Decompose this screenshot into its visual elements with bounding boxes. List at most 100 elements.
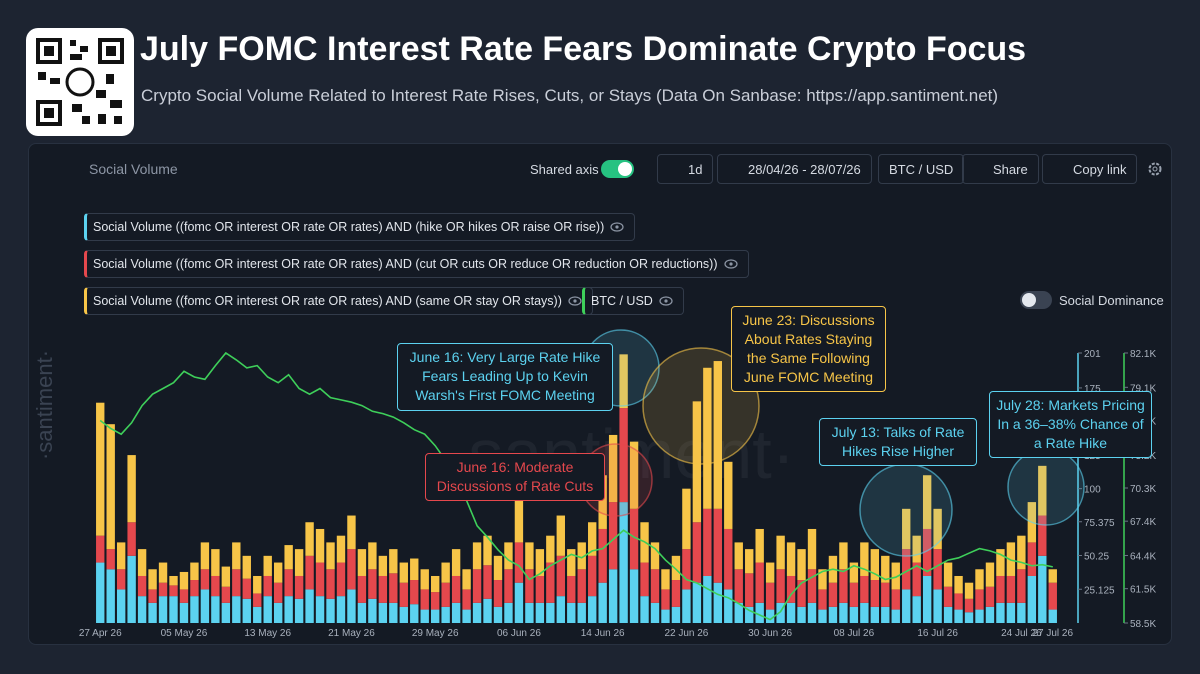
bar-segment: [891, 609, 900, 623]
bar-segment: [556, 555, 565, 597]
bar-segment: [546, 535, 555, 563]
bar-segment: [598, 582, 607, 623]
bar-segment: [577, 602, 586, 623]
shared-axis-toggle[interactable]: [601, 160, 634, 178]
bar-segment: [535, 549, 545, 576]
eye-icon[interactable]: [723, 259, 738, 269]
x-tick-label: 24 Jul 26: [1001, 628, 1042, 639]
y2-tick-label: 79.1K: [1130, 383, 1156, 394]
bar-segment: [765, 562, 775, 583]
bar-segment: [294, 549, 304, 576]
bar-segment: [294, 598, 304, 623]
interval-button[interactable]: 1d: [657, 154, 714, 184]
bar-segment: [703, 575, 712, 623]
bar-segment: [211, 596, 220, 623]
bar-segment: [357, 575, 367, 603]
date-range-button[interactable]: 28/04/26 - 28/07/26: [717, 154, 872, 184]
bar-segment: [357, 602, 367, 623]
pair-button[interactable]: BTC / USD: [878, 154, 965, 184]
bar-segment: [169, 575, 178, 586]
bar-segment: [441, 562, 450, 583]
bar-segment: [127, 522, 136, 556]
bar-segment: [640, 596, 649, 623]
social-dominance-label: Social Dominance: [1059, 293, 1164, 308]
bar-segment: [315, 528, 325, 563]
bar-segment: [200, 589, 210, 623]
y2-tick-label: 82.1K: [1130, 349, 1156, 360]
bar-segment: [127, 555, 136, 623]
copy-link-button[interactable]: Copy link: [1042, 154, 1138, 184]
eye-icon[interactable]: [610, 222, 624, 232]
bar-segment: [577, 542, 586, 570]
bar-segment: [975, 609, 984, 623]
bar-segment: [410, 580, 419, 605]
bar-segment: [1017, 569, 1026, 603]
bar-segment: [232, 569, 241, 597]
title: July FOMC Interest Rate Fears Dominate C…: [140, 30, 1027, 68]
legend-item[interactable]: BTC / USD: [582, 287, 684, 315]
bar-segment: [273, 562, 283, 583]
bar-segment: [912, 562, 921, 597]
bar-segment: [922, 528, 932, 576]
bar-segment: [462, 609, 471, 623]
bar-segment: [881, 606, 890, 623]
bar-segment: [483, 565, 492, 599]
x-tick-label: 08 Jul 26: [834, 628, 875, 639]
bar-segment: [336, 535, 346, 563]
bar-segment: [347, 589, 356, 623]
bar-segment: [410, 604, 419, 623]
bar-segment: [985, 562, 995, 587]
eye-icon[interactable]: [568, 296, 582, 306]
bar-segment: [420, 609, 429, 623]
bar-segment: [483, 598, 492, 623]
bar-segment: [734, 602, 743, 623]
bar-segment: [106, 549, 115, 570]
x-tick-label: 05 May 26: [161, 628, 208, 639]
side-brand: ·santiment·: [32, 350, 57, 460]
bar-segment: [943, 606, 953, 623]
bar-segment: [127, 455, 136, 523]
bar-segment: [870, 580, 880, 607]
annotation: June 16: Moderate Discussions of Rate Cu…: [425, 453, 605, 501]
bar-segment: [232, 596, 241, 623]
bar-segment: [1006, 602, 1016, 623]
bar-segment: [661, 589, 670, 610]
bar-segment: [671, 580, 681, 607]
bar-segment: [284, 545, 293, 570]
share-button[interactable]: Share: [962, 154, 1039, 184]
bar-segment: [137, 549, 147, 576]
price-line: [99, 351, 1053, 621]
x-tick-label: 06 Jun 26: [497, 628, 541, 639]
bar-segment: [577, 569, 586, 603]
bar-segment: [588, 522, 597, 556]
bar-segment: [546, 562, 555, 603]
bar-segment: [996, 575, 1005, 603]
legend-item[interactable]: Social Volume ((fomc OR interest OR rate…: [84, 287, 593, 315]
annotation: July 28: Markets Pricing In a 36–38% Cha…: [989, 391, 1152, 458]
bar-segment: [116, 589, 126, 623]
bar-segment: [1038, 515, 1047, 556]
bar-segment: [765, 582, 775, 610]
social-dominance-toggle[interactable]: [1020, 291, 1052, 309]
bar-segment: [891, 589, 900, 610]
settings-icon[interactable]: [1147, 161, 1163, 177]
legend-item[interactable]: Social Volume ((fomc OR interest OR rate…: [84, 213, 636, 241]
eye-icon[interactable]: [659, 296, 673, 306]
legend-item[interactable]: Social Volume ((fomc OR interest OR rate…: [84, 250, 749, 278]
bar-segment: [462, 569, 471, 590]
bar-segment: [357, 549, 367, 576]
bar-segment: [818, 609, 827, 623]
bar-segment: [410, 558, 419, 581]
bar-segment: [190, 562, 199, 581]
x-tick-label: 27 Jul 26: [1032, 628, 1073, 639]
bar-segment: [326, 569, 335, 599]
bar-segment: [493, 555, 503, 581]
bar-segment: [1017, 602, 1026, 623]
x-tick-label: 14 Jun 26: [581, 628, 625, 639]
bar-segment: [860, 602, 869, 623]
bar-segment: [211, 575, 220, 597]
y-tick-label: 50.25: [1084, 552, 1109, 563]
bar-segment: [326, 542, 335, 570]
bar-segment: [860, 575, 869, 603]
bar-segment: [588, 596, 597, 623]
